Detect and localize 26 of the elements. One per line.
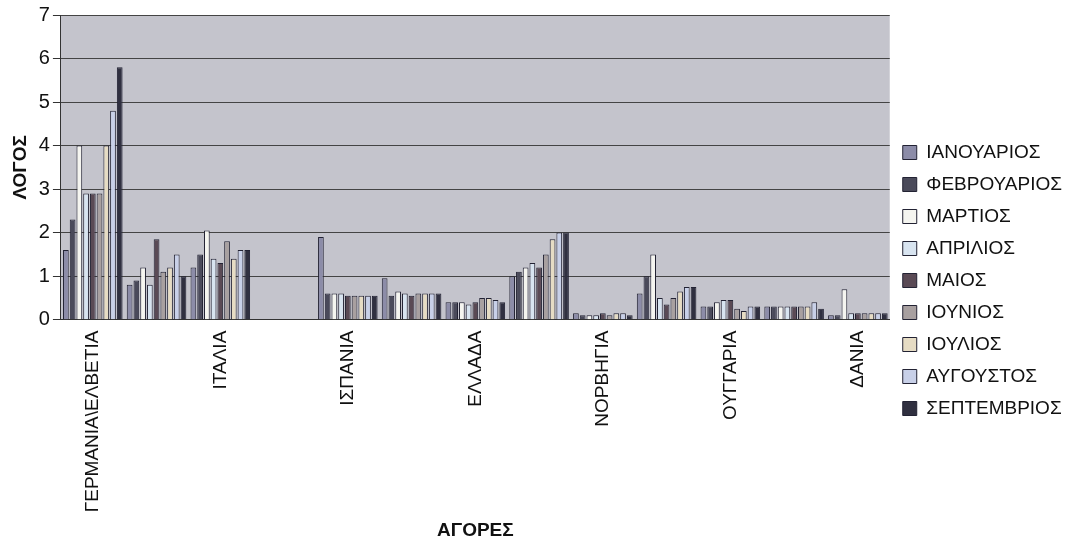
legend-label: ΙΟΥΛΙΟΣ (926, 332, 1002, 354)
legend-label: ΣΕΠΤΕΜΒΡΙΟΣ (926, 396, 1062, 418)
legend-label: ΙΑΝΟΥΑΡΙΟΣ (926, 140, 1041, 162)
y-tick-label: 1 (38, 263, 50, 286)
y-tick-label: 7 (38, 2, 50, 25)
y-tick-label: 5 (38, 89, 50, 112)
x-tick-label: ΔΑΝΙΑ (846, 330, 868, 388)
x-tick-label: ΙΣΠΑΝΙΑ (336, 330, 358, 406)
y-tick-label: 6 (38, 46, 50, 69)
x-tick-label: ΝΟΡΒΗΓΙΑ (591, 330, 613, 427)
legend-label: ΜΑΡΤΙΟΣ (926, 204, 1011, 226)
legend-label: ΑΠΡΙΛΙΟΣ (926, 236, 1016, 258)
x-tick-label: ΙΤΑΛΙΑ (208, 330, 230, 390)
legend-label: ΜΑΙΟΣ (926, 268, 987, 290)
y-tick-label: 2 (38, 220, 50, 243)
legend-label: ΙΟΥΝΙΟΣ (926, 300, 1004, 322)
y-tick-label: 4 (38, 133, 50, 156)
x-tick-label: ΟΥΓΓΑΡΙΑ (718, 330, 740, 420)
x-axis-title: ΑΓΟΡΕΣ (437, 518, 514, 540)
y-tick-label: 3 (38, 176, 50, 199)
y-axis-title: ΛΟΓΟΣ (8, 135, 30, 200)
legend-label: ΦΕΒΡΟΥΑΡΙΟΣ (926, 172, 1063, 194)
y-tick-label: 0 (38, 307, 50, 330)
x-tick-label: ΓΕΡΜΑΝΙΑ\ΕΛΒΕΤΙΑ (81, 330, 103, 513)
legend-label: ΑΥΓΟΥΣΤΟΣ (926, 364, 1038, 386)
x-tick-label: ΕΛΛΑΔΑ (463, 330, 485, 407)
